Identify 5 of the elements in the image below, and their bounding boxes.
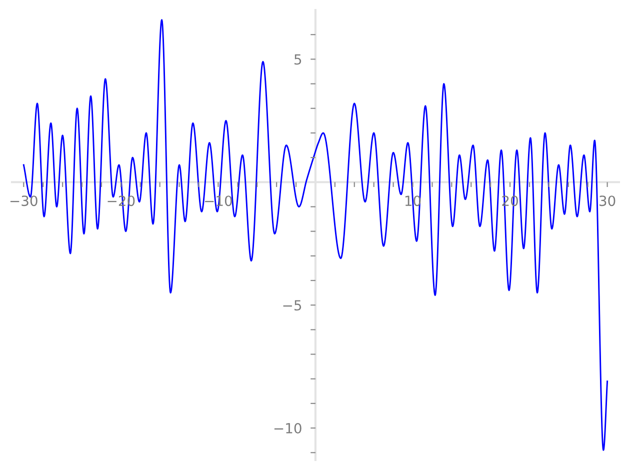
- y-tick-label: 5: [294, 54, 302, 65]
- y-tick-label: −5: [283, 300, 302, 311]
- x-tick-label: 30: [600, 196, 616, 206]
- y-tick-label: −10: [274, 422, 302, 434]
- x-tick-label: −30: [10, 196, 38, 206]
